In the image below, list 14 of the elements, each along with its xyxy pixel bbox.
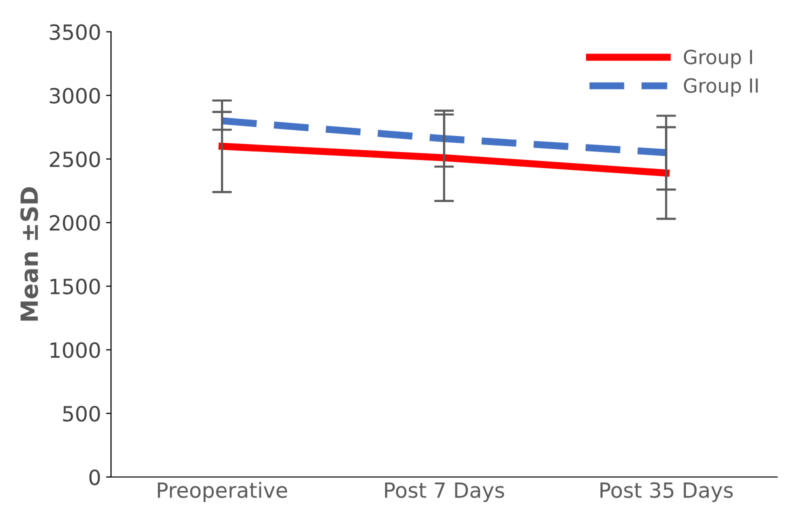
y-tick-label: 2000: [50, 215, 100, 231]
x-tick-label: Post 7 Days: [385, 482, 504, 502]
x-tick-label: Post 35 Days: [600, 482, 733, 502]
y-tick-label: 500: [63, 406, 100, 422]
y-tick-label: 1500: [50, 278, 100, 294]
y-tick-label: 3000: [50, 88, 100, 104]
x-tick-label: Preoperative: [158, 482, 288, 502]
legend-label: Group II: [684, 78, 758, 97]
y-axis-title: Mean ±SD: [20, 187, 38, 321]
legend-label: Group I: [684, 50, 752, 68]
y-tick-label: 1000: [50, 342, 100, 358]
y-tick-label: 2500: [50, 151, 100, 168]
y-tick-label: 0: [89, 469, 100, 486]
y-tick-label: 3500: [50, 24, 100, 40]
